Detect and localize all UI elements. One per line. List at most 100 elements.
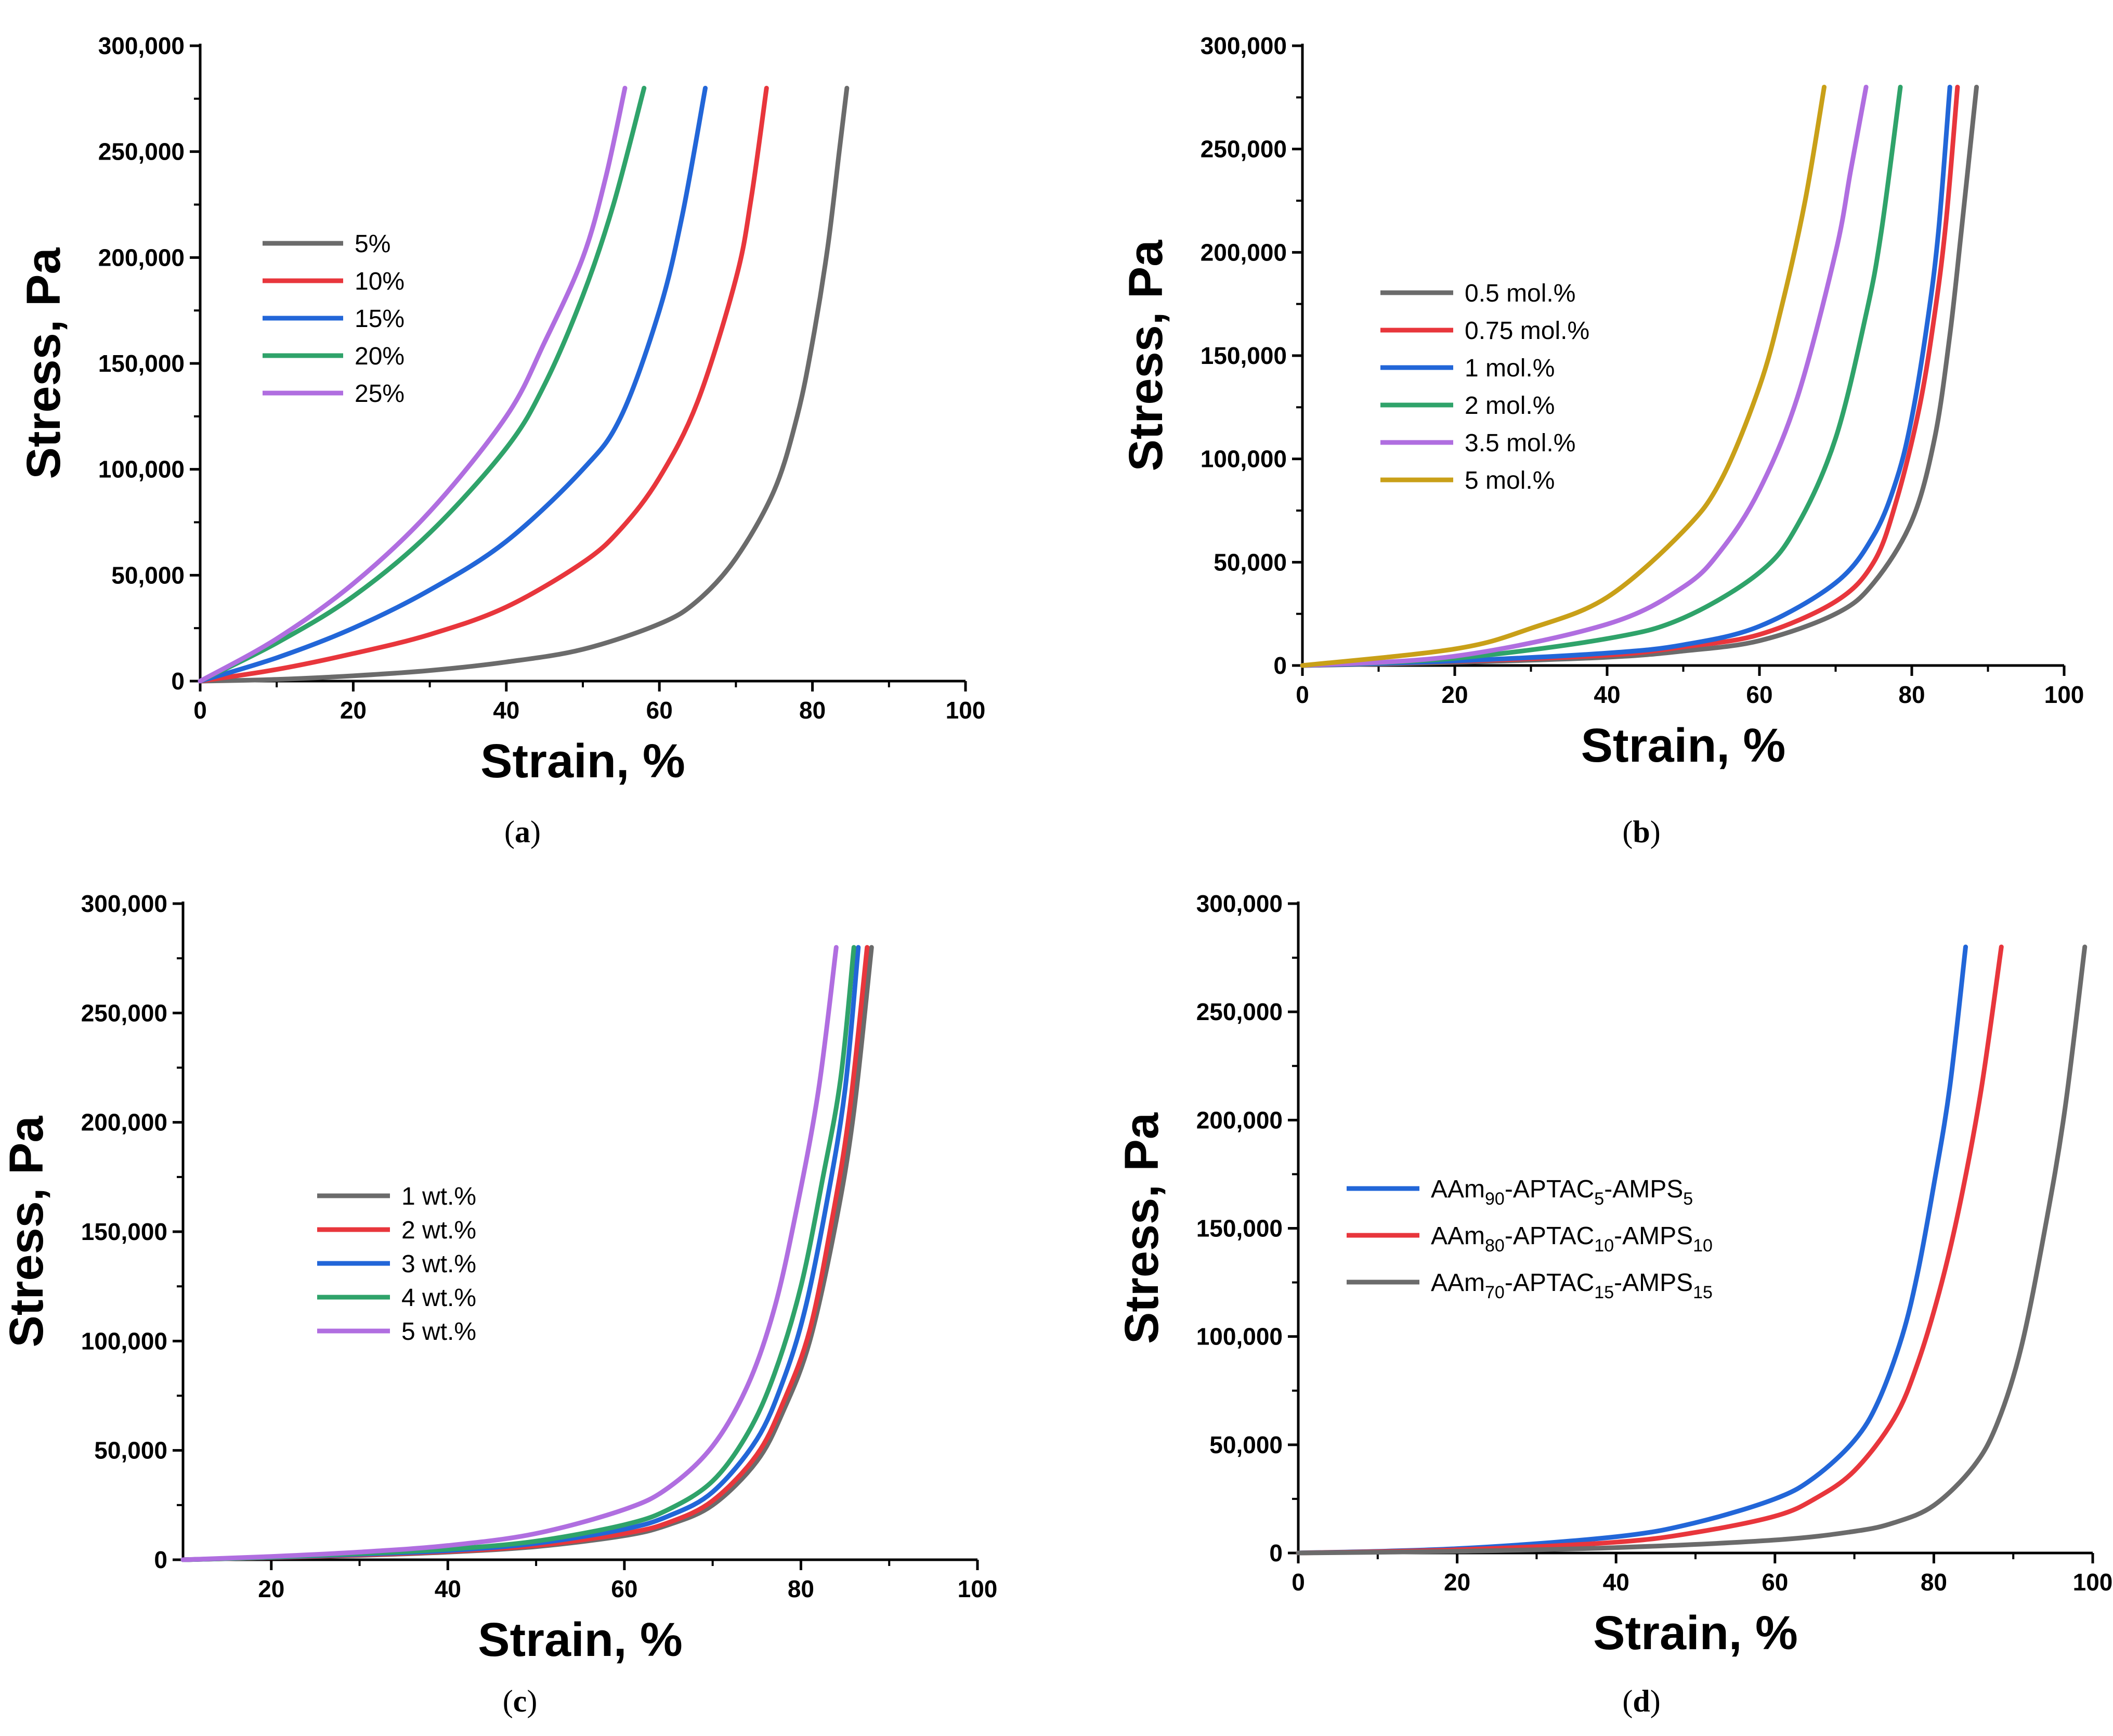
legend-text-part: AAm — [1431, 1269, 1485, 1297]
series-line — [198, 85, 628, 684]
legend-label: 5% — [355, 230, 390, 258]
series-line — [180, 945, 839, 1562]
y-tick-label: 100,000 — [1201, 446, 1287, 473]
panel-a: 0 50,000 100,000 150,000 200,000 250,000 300,0… — [17, 32, 985, 849]
legend-label: 20% — [355, 343, 405, 370]
series-line — [1300, 84, 1979, 668]
legend-label: 15% — [355, 305, 405, 333]
x-tick-label: 80 — [799, 697, 826, 724]
y-tick-label: 0 — [171, 668, 185, 695]
x-tick-label: 100 — [946, 697, 986, 724]
y-tick-label: 200,000 — [1196, 1106, 1283, 1133]
y-tick-label: 250,000 — [81, 999, 167, 1026]
legend-subscript: 10 — [1693, 1236, 1713, 1256]
series-line — [1300, 84, 1952, 668]
legend-text-part: AAm — [1431, 1176, 1485, 1203]
legend-label: 5 wt.% — [401, 1318, 476, 1346]
panel-label-paren: ) — [1650, 815, 1661, 849]
series-line — [1296, 944, 2004, 1556]
series-line — [1296, 944, 2088, 1556]
x-tick-label: 100 — [2044, 681, 2084, 708]
x-tick-label: 0 — [1292, 1569, 1305, 1596]
x-tick-label: 20 — [1441, 681, 1468, 708]
legend-subscript: 70 — [1485, 1283, 1505, 1302]
legend-subscript: 5 — [1594, 1189, 1604, 1209]
panel-label-paren: ( — [503, 1684, 513, 1718]
legend-label: 4 wt.% — [401, 1284, 476, 1312]
panel-label: (b) — [1622, 815, 1660, 849]
x-axis-title: Strain, % — [1593, 1607, 1798, 1660]
x-axis-title: Strain, % — [1581, 719, 1786, 772]
legend-label: 1 wt.% — [401, 1183, 476, 1210]
legend-subscript: 10 — [1594, 1236, 1614, 1256]
y-tick-label: 200,000 — [98, 244, 185, 271]
legend-label: 2 wt.% — [401, 1217, 476, 1244]
y-tick-label: 250,000 — [1201, 136, 1287, 163]
y-tick-label: 0 — [154, 1546, 167, 1573]
y-tick-label: 150,000 — [1201, 342, 1287, 369]
legend-text-part: AAm — [1431, 1222, 1485, 1250]
y-tick-label: 150,000 — [1196, 1215, 1283, 1242]
x-tick-label: 60 — [646, 697, 673, 724]
y-axis-title: Stress, Pa — [1119, 240, 1172, 472]
panel-label-paren: ( — [1622, 1684, 1633, 1718]
series-line — [1296, 944, 1968, 1556]
legend-label: 0.5 mol.% — [1465, 280, 1575, 307]
y-tick-label: 250,000 — [98, 138, 185, 165]
legend-label: 10% — [355, 268, 405, 295]
legend-text-part: -APTAC — [1505, 1176, 1594, 1203]
legend-subscript: 5 — [1683, 1189, 1693, 1209]
legend-label: 5 mol.% — [1465, 467, 1555, 494]
x-tick-label: 0 — [1296, 681, 1309, 708]
x-tick-label: 40 — [1594, 681, 1620, 708]
series-line — [180, 945, 874, 1562]
y-tick-label: 100,000 — [1196, 1323, 1283, 1350]
panel-label-letter: b — [1633, 815, 1650, 849]
x-tick-label: 60 — [1746, 681, 1772, 708]
y-tick-label: 300,000 — [1201, 32, 1287, 59]
panel-label-letter: c — [513, 1684, 527, 1718]
series-line — [180, 945, 870, 1562]
legend-text-part: -AMPS — [1604, 1176, 1683, 1203]
x-tick-label: 80 — [1898, 681, 1925, 708]
x-tick-label: 40 — [1603, 1569, 1629, 1596]
y-tick-label: 0 — [1273, 652, 1287, 679]
y-tick-label: 100,000 — [81, 1327, 167, 1354]
y-tick-label: 50,000 — [111, 562, 185, 589]
legend-label: 1 mol.% — [1465, 355, 1555, 382]
y-axis-title: Stress, Pa — [0, 1116, 53, 1348]
x-tick-label: 60 — [611, 1575, 637, 1602]
panel-label-letter: a — [515, 815, 530, 849]
y-tick-label: 50,000 — [1209, 1431, 1283, 1458]
legend-text-part: -AMPS — [1614, 1269, 1693, 1297]
panel-label-letter: d — [1633, 1684, 1650, 1718]
y-tick-label: 150,000 — [81, 1218, 167, 1245]
legend-text-part: -APTAC — [1505, 1222, 1594, 1250]
series-line — [1300, 84, 1869, 668]
legend-text-part: -APTAC — [1505, 1269, 1594, 1297]
y-tick-label: 250,000 — [1196, 998, 1283, 1025]
y-tick-label: 200,000 — [81, 1109, 167, 1136]
x-tick-label: 0 — [193, 697, 207, 724]
panel-label-paren: ) — [1650, 1684, 1661, 1718]
panel-label-paren: ( — [1622, 815, 1633, 849]
x-tick-label: 100 — [2073, 1569, 2113, 1596]
y-tick-label: 50,000 — [94, 1437, 167, 1464]
series-line — [1300, 84, 1903, 668]
panel-c: 0 50,000 100,000 150,000 200,000 250,000 300,0… — [0, 890, 997, 1718]
panel-label: (c) — [503, 1684, 538, 1718]
x-axis-title: Strain, % — [478, 1613, 683, 1666]
y-tick-label: 200,000 — [1201, 239, 1287, 266]
x-tick-label: 40 — [435, 1575, 461, 1602]
legend-label: AAm70-APTAC15-AMPS15 — [1431, 1269, 1713, 1302]
series-line — [198, 85, 708, 684]
y-tick-label: 300,000 — [81, 890, 167, 917]
y-tick-label: 300,000 — [98, 32, 185, 59]
y-tick-label: 100,000 — [98, 456, 185, 483]
x-tick-label: 80 — [1921, 1569, 1947, 1596]
legend-subscript: 80 — [1485, 1236, 1505, 1256]
series-line — [198, 85, 769, 684]
legend-subscript: 15 — [1693, 1283, 1713, 1302]
panel-label-paren: ) — [527, 1684, 537, 1718]
